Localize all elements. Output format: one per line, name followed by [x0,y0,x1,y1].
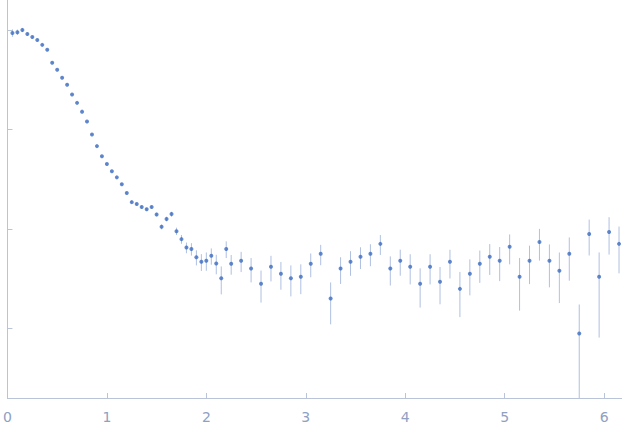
svg-text:6: 6 [600,409,609,425]
svg-text:1: 1 [102,409,111,425]
svg-text:2: 2 [202,409,211,425]
svg-text:3: 3 [301,409,310,425]
svg-text:0: 0 [3,409,12,425]
svg-text:4: 4 [401,409,410,425]
svg-text:5: 5 [500,409,509,425]
